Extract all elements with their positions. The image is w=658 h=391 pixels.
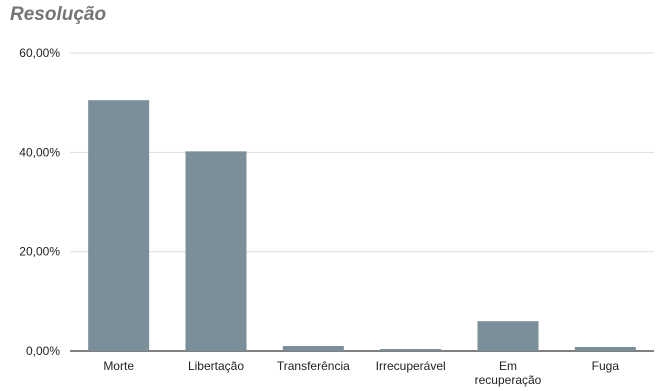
x-tick-label: Em recuperação — [475, 359, 542, 387]
bar — [478, 321, 539, 351]
x-tick-label: Transferência — [277, 359, 350, 373]
bar — [380, 349, 441, 351]
y-tick-label: 20,00% — [19, 245, 60, 259]
x-tick-label: Irrecuperável — [376, 359, 446, 373]
bar — [186, 151, 247, 351]
y-tick-label: 40,00% — [19, 145, 60, 159]
bar — [283, 346, 344, 351]
bar — [575, 347, 636, 351]
bar — [88, 100, 149, 351]
x-tick-label: Libertação — [188, 359, 244, 373]
y-tick-label: 0,00% — [26, 344, 60, 358]
y-tick-label: 60,00% — [19, 46, 60, 60]
x-tick-label: Morte — [103, 359, 134, 373]
x-tick-label: Fuga — [592, 359, 620, 373]
